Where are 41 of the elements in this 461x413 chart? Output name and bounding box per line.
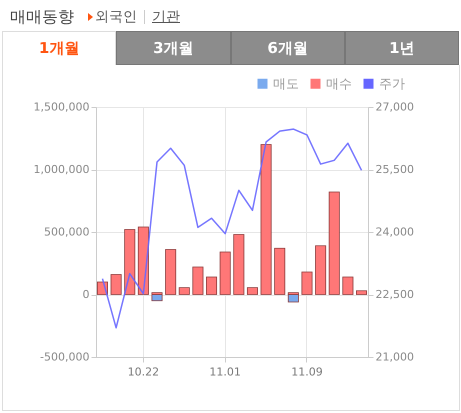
- bar: [260, 144, 272, 295]
- x-tick-label: 11.01: [209, 366, 241, 378]
- y-tick-label: 1,500,000: [34, 100, 90, 114]
- bar: [110, 274, 122, 295]
- bar: [192, 266, 204, 295]
- bar: [124, 229, 136, 295]
- x-tick-label: 10.22: [128, 366, 160, 378]
- text: 기관: [152, 8, 180, 26]
- legend-label: 주가: [379, 76, 405, 92]
- bar: [315, 245, 326, 295]
- bar: [274, 248, 286, 295]
- text: 3개월: [116, 31, 230, 65]
- y2-tick-label: 24,000: [376, 226, 414, 238]
- bar: [356, 290, 368, 295]
- bar: [288, 294, 299, 302]
- y-tick-label: 1,000,000: [34, 163, 90, 176]
- y2-tick-label: 25,500: [376, 163, 414, 176]
- bar: [165, 249, 176, 295]
- legend-label: 매도: [273, 76, 299, 92]
- y-tick-label: -500,000: [40, 350, 90, 364]
- bar: [328, 192, 340, 295]
- text: 1년: [344, 31, 459, 65]
- line-series: [102, 128, 362, 329]
- bar: [220, 252, 231, 295]
- y2-tick-label: 21,000: [376, 350, 414, 364]
- y2-tick-label: 27,000: [376, 100, 414, 114]
- chart-title: 매매동향: [10, 6, 74, 28]
- x-tick-label: 11.09: [291, 366, 323, 378]
- legend-label: 매수: [326, 76, 352, 92]
- bar: [233, 234, 244, 295]
- text: 1개월: [2, 31, 116, 65]
- bar: [178, 287, 190, 295]
- y2-tick-label: 22,500: [376, 288, 414, 301]
- y-tick-label: 500,000: [44, 226, 90, 238]
- bar: [342, 276, 354, 295]
- bar: [301, 272, 312, 295]
- text: 외국인: [95, 8, 137, 26]
- bar: [206, 276, 218, 295]
- bar: [246, 287, 258, 295]
- y-tick-label: 0: [82, 288, 90, 301]
- text: 6개월: [230, 31, 345, 65]
